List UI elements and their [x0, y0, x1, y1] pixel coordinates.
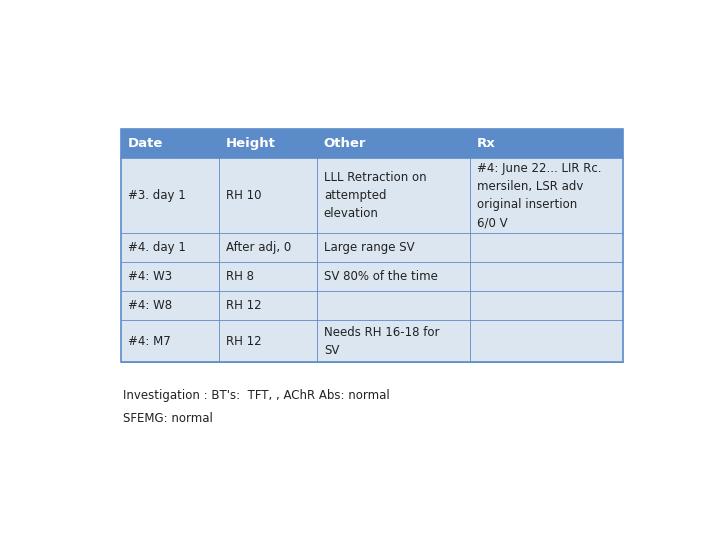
Text: LLL Retraction on
attempted
elevation: LLL Retraction on attempted elevation: [324, 171, 426, 220]
Text: After adj, 0: After adj, 0: [226, 241, 291, 254]
Bar: [219, 262, 317, 291]
Bar: [121, 291, 219, 320]
Bar: [317, 291, 469, 320]
Bar: [121, 129, 219, 158]
Bar: [121, 233, 219, 262]
Text: RH 12: RH 12: [226, 335, 261, 348]
Bar: [317, 158, 469, 233]
Bar: [219, 291, 317, 320]
Text: Rx: Rx: [477, 137, 496, 150]
Bar: [317, 262, 469, 291]
Text: SV 80% of the time: SV 80% of the time: [324, 270, 438, 283]
Text: Large range SV: Large range SV: [324, 241, 415, 254]
Bar: [219, 158, 317, 233]
Text: #4: W8: #4: W8: [128, 299, 172, 312]
Bar: [121, 158, 219, 233]
Bar: [317, 320, 469, 362]
Bar: [469, 233, 623, 262]
Text: #3. day 1: #3. day 1: [128, 189, 186, 202]
Text: SFEMG: normal: SFEMG: normal: [124, 412, 213, 425]
Text: RH 8: RH 8: [226, 270, 254, 283]
Bar: [219, 233, 317, 262]
Text: #4. day 1: #4. day 1: [128, 241, 186, 254]
Bar: [469, 320, 623, 362]
Text: Other: Other: [324, 137, 366, 150]
Text: Needs RH 16-18 for
SV: Needs RH 16-18 for SV: [324, 326, 439, 356]
Bar: [219, 320, 317, 362]
Bar: [317, 233, 469, 262]
Bar: [121, 262, 219, 291]
Bar: [121, 129, 623, 362]
Bar: [469, 262, 623, 291]
Text: RH 12: RH 12: [226, 299, 261, 312]
Text: #4: M7: #4: M7: [128, 335, 171, 348]
Bar: [219, 129, 317, 158]
Text: RH 10: RH 10: [226, 189, 261, 202]
Bar: [121, 320, 219, 362]
Text: Date: Date: [128, 137, 163, 150]
Bar: [469, 158, 623, 233]
Text: Height: Height: [226, 137, 276, 150]
Text: #4: June 22... LIR Rc.
mersilen, LSR adv
original insertion
6/0 V: #4: June 22... LIR Rc. mersilen, LSR adv…: [477, 162, 601, 229]
Text: Investigation : BT's:  TFT, , AChR Abs: normal: Investigation : BT's: TFT, , AChR Abs: n…: [124, 389, 390, 402]
Bar: [469, 129, 623, 158]
Text: #4: W3: #4: W3: [128, 270, 172, 283]
Bar: [469, 291, 623, 320]
Bar: [317, 129, 469, 158]
